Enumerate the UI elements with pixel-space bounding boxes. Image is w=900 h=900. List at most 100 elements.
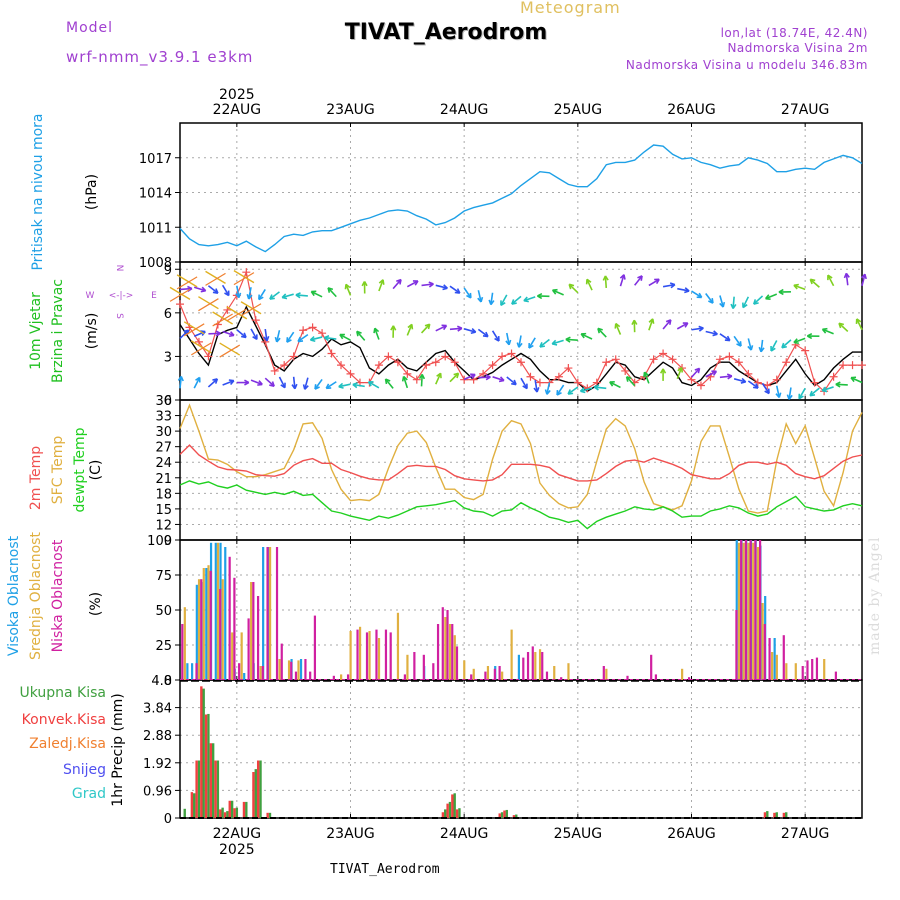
cloud-bar — [413, 652, 416, 680]
wind-arrow — [275, 330, 281, 343]
wind-arrow — [747, 380, 759, 389]
y-tick-label: 24 — [155, 456, 172, 471]
cloud-bar — [834, 671, 837, 680]
pressure-unit: (hPa) — [84, 174, 100, 210]
cloud-bar — [553, 666, 556, 680]
precip-bar — [245, 801, 248, 818]
cloud-bar — [195, 663, 198, 680]
wind-arrow — [809, 387, 820, 397]
panel-pressure: 1008 1011 1014 1017 — [139, 122, 863, 271]
wind-arrow-head — [793, 338, 799, 345]
precip-bar — [219, 809, 222, 818]
wind-arrow — [264, 328, 268, 342]
cloud-bar — [275, 547, 279, 680]
y-tick-label: 75 — [155, 569, 172, 584]
wind-gust-marker — [829, 372, 838, 381]
y-tick-label: 3.84 — [143, 702, 172, 717]
wind-gust-marker — [422, 361, 431, 370]
cloud-bar — [801, 666, 804, 680]
wind-arrow — [264, 377, 275, 387]
wind-arrow — [850, 376, 863, 384]
wind-arrow-head — [314, 384, 320, 390]
day-label-top: 25AUG — [554, 102, 603, 118]
wind-arrow — [449, 285, 461, 294]
wind-arrow-head — [356, 330, 362, 337]
wind-arrow-head — [466, 292, 472, 299]
wind-arrow — [719, 375, 732, 379]
wind-arrow — [384, 378, 394, 389]
wind-arrow — [338, 383, 351, 388]
precip-bar — [230, 800, 234, 818]
wind-arrow-head — [677, 366, 684, 373]
wind-arrow-head — [297, 336, 304, 343]
cloud-bar — [238, 663, 241, 680]
wind-arrow — [761, 382, 770, 394]
cloud-bar — [252, 582, 255, 680]
wind-arrow-head — [614, 322, 621, 329]
cloud-bar — [202, 568, 205, 680]
wind-arrow-head — [781, 342, 787, 349]
cloud-bar — [747, 542, 750, 680]
precip-bar — [458, 808, 461, 818]
wind-arrow — [190, 340, 212, 354]
wind-arrow-head — [212, 288, 219, 294]
wind-arrow-head — [648, 318, 655, 324]
wind-arrow — [222, 379, 235, 386]
precip-bar — [254, 769, 257, 818]
wind-arrow-head — [378, 279, 385, 285]
wind-arrow — [677, 287, 690, 292]
precip-bar — [209, 743, 213, 818]
wind-arrow-head — [511, 299, 517, 305]
compass-west: W — [86, 291, 95, 301]
wind-arrow — [691, 290, 703, 299]
wind-arrow — [604, 275, 608, 288]
station-elevation: Nadmorska Visina 2m — [727, 41, 868, 55]
cloud-bar — [228, 556, 231, 680]
wind-gust-marker — [346, 369, 355, 378]
wind-arrow-head — [323, 334, 330, 342]
y-tick-label: 50 — [155, 604, 172, 619]
wind-gust-marker — [374, 361, 383, 370]
wind-arrow — [615, 323, 622, 335]
wind-arrow-head — [401, 375, 408, 382]
cloud-bar — [396, 612, 400, 680]
cloud-bar — [233, 577, 236, 680]
y-tick-label: 18 — [155, 487, 172, 502]
cloud-bar — [742, 542, 745, 680]
cloud-bar — [453, 635, 456, 680]
wind-arrow — [861, 273, 866, 286]
wind-arrow-head — [367, 381, 374, 387]
wind-arrow-head — [511, 379, 517, 386]
mid-cloud-title: Srednja Oblacnost — [28, 532, 44, 660]
cloud-bar — [406, 654, 409, 680]
cloud-bar — [740, 540, 743, 680]
precip-legend-item: Konvek.Kisa — [22, 712, 106, 728]
wind-arrow-head — [240, 332, 247, 339]
wind-arrow — [753, 295, 764, 305]
cloud-bar — [309, 671, 312, 680]
cloud-bar — [262, 547, 265, 680]
wind-arrow — [325, 381, 337, 389]
wind-arrow — [222, 330, 235, 337]
wind-gust-marker — [403, 369, 412, 378]
wind-gust-marker — [772, 375, 781, 384]
wind-arrow-head — [855, 318, 862, 324]
cloud-bar — [775, 654, 778, 680]
wind-arrow — [420, 374, 423, 387]
cloud-bar — [744, 540, 747, 680]
cloud-bar — [785, 663, 788, 680]
y-tick-label: 0 — [164, 394, 172, 409]
precip-bar — [268, 812, 272, 818]
cloud-bar — [763, 624, 766, 680]
cloud-bar — [250, 582, 253, 680]
wind-arrow — [236, 329, 247, 339]
wind-arrow-head — [643, 371, 649, 378]
wind-arrow-head — [593, 384, 600, 391]
wind-arrow — [793, 284, 806, 291]
wind-arrow — [760, 339, 764, 352]
wind-arrow-head — [412, 280, 419, 286]
cloud-bar — [231, 632, 234, 680]
wind-gust-marker — [573, 378, 582, 387]
wind-arrow — [406, 280, 419, 288]
wind-arrow — [732, 296, 735, 309]
